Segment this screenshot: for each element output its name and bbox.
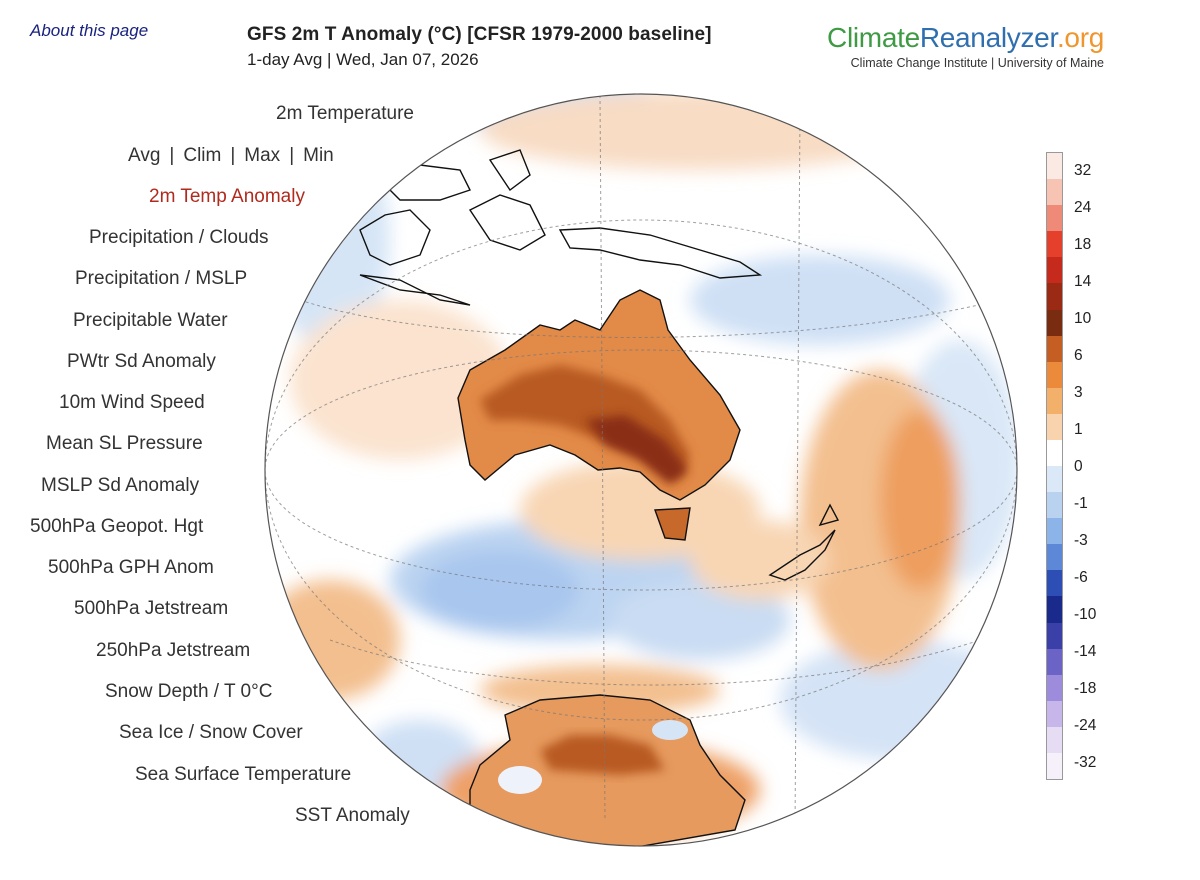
color-scale-label: 32 (1074, 162, 1092, 179)
menu-pwtr-sd-anomaly[interactable]: PWtr Sd Anomaly (67, 351, 216, 372)
menu-sea-ice-snow-cover[interactable]: Sea Ice / Snow Cover (119, 722, 303, 743)
color-scale-label: 6 (1074, 347, 1083, 364)
color-scale-segment (1047, 700, 1062, 728)
menu-2m-temperature[interactable]: 2m Temperature (276, 103, 414, 124)
color-scale-label: -1 (1074, 495, 1088, 512)
menu-clim[interactable]: Clim (183, 145, 222, 166)
menu-10m-wind-speed[interactable]: 10m Wind Speed (59, 392, 205, 413)
color-scale-segment (1047, 596, 1062, 623)
about-this-page-link[interactable]: About this page (30, 21, 149, 40)
brand-name: ClimateReanalyzer.org (827, 22, 1104, 54)
menu-mslp-sd-anomaly[interactable]: MSLP Sd Anomaly (41, 475, 200, 496)
color-scale-segment (1047, 335, 1062, 363)
menu-snow-depth[interactable]: Snow Depth / T 0°C (105, 681, 273, 702)
map-title: GFS 2m T Anomaly (°C) [CFSR 1979-2000 ba… (247, 24, 712, 45)
color-scale-label: -3 (1074, 532, 1088, 549)
coastlines (359, 149, 840, 846)
color-scale-segment (1047, 283, 1062, 310)
color-scale-segment (1047, 153, 1062, 180)
antarctica-cool-patch (498, 766, 542, 794)
color-scale-segment (1047, 179, 1062, 206)
color-scale-segment (1047, 205, 1062, 232)
variable-menu: 2m Temperature Avg | Clim | Max | Min 2m Temp … (0, 0, 414, 826)
menu-precipitation-clouds[interactable]: Precipitation / Clouds (89, 227, 269, 248)
menu-max[interactable]: Max (244, 145, 281, 166)
color-scale-segment (1047, 257, 1062, 284)
color-scale-label: 3 (1074, 384, 1083, 401)
menu-500hpa-gph-anom[interactable]: 500hPa GPH Anom (48, 557, 214, 578)
color-scale-label: -18 (1074, 680, 1097, 697)
brand-name-climate: Climate (827, 22, 920, 53)
menu-250hpa-jetstream[interactable]: 250hPa Jetstream (96, 640, 251, 661)
menu-sea-surface-temperature[interactable]: Sea Surface Temperature (135, 764, 352, 785)
graticule (265, 94, 1017, 831)
color-scale-label: 14 (1074, 273, 1092, 290)
tasmania-anomaly (655, 508, 690, 540)
color-scale-segment (1047, 439, 1062, 467)
color-scale-label: 18 (1074, 236, 1092, 253)
color-scale-label: -10 (1074, 606, 1097, 623)
color-scale-label: -32 (1074, 754, 1097, 771)
color-scale-segment (1047, 674, 1062, 702)
brand-name-reanalyzer: Reanalyzer (919, 22, 1057, 53)
color-scale-segment (1047, 309, 1062, 337)
color-scale-label: 1 (1074, 421, 1083, 438)
brand-tagline: Climate Change Institute | University of… (850, 56, 1104, 70)
map-title-block: GFS 2m T Anomaly (°C) [CFSR 1979-2000 ba… (247, 24, 712, 70)
color-scale-label: -24 (1074, 717, 1097, 734)
menu-separator: | (169, 145, 175, 166)
color-scale-label: 24 (1074, 199, 1092, 216)
color-scale-segment (1047, 231, 1062, 258)
australia-anomaly-peak (585, 415, 688, 485)
menu-sst-anomaly[interactable]: SST Anomaly (295, 805, 410, 826)
color-scale-segment (1047, 413, 1062, 441)
color-scale-segment (1047, 387, 1062, 415)
antarctica-cool-patch (652, 720, 688, 740)
color-scale-segment (1047, 726, 1062, 754)
menu-500hpa-jetstream[interactable]: 500hPa Jetstream (74, 598, 229, 619)
color-scale-segment (1047, 466, 1062, 493)
menu-temp-subgroup: Avg | Clim | Max | Min (128, 145, 334, 167)
brand-logo[interactable]: ClimateReanalyzer.org Climate Change Ins… (827, 22, 1104, 70)
color-scale-label: 0 (1074, 458, 1083, 475)
color-scale-segment (1047, 622, 1062, 650)
menu-precipitation-mslp[interactable]: Precipitation / MSLP (75, 268, 248, 289)
menu-2m-temp-anomaly[interactable]: 2m Temp Anomaly (149, 186, 305, 207)
menu-min[interactable]: Min (303, 145, 334, 166)
menu-avg[interactable]: Avg (128, 145, 161, 166)
color-scale-segment (1047, 518, 1062, 545)
color-scale-segment (1047, 648, 1062, 676)
menu-mean-sl-pressure[interactable]: Mean SL Pressure (46, 433, 203, 454)
menu-separator: | (289, 145, 295, 166)
color-scale-bar (1046, 152, 1063, 780)
color-scale-segment (1047, 492, 1062, 519)
antarctica-anomaly-core (540, 735, 665, 775)
menu-500hpa-geopot-hgt[interactable]: 500hPa Geopot. Hgt (30, 516, 204, 537)
color-scale-segment (1047, 752, 1062, 780)
globe-outline (264, 93, 1018, 847)
menu-separator: | (230, 145, 236, 166)
color-scale-label: 10 (1074, 310, 1092, 327)
menu-precipitable-water[interactable]: Precipitable Water (73, 310, 228, 331)
brand-name-org: .org (1056, 22, 1104, 53)
color-scale-label: -14 (1074, 643, 1097, 660)
color-scale-label: -6 (1074, 569, 1088, 586)
color-scale-segment (1047, 361, 1062, 389)
color-scale-segment (1047, 544, 1062, 571)
map-subtitle: 1-day Avg | Wed, Jan 07, 2026 (247, 50, 479, 69)
color-scale-segment (1047, 570, 1062, 597)
